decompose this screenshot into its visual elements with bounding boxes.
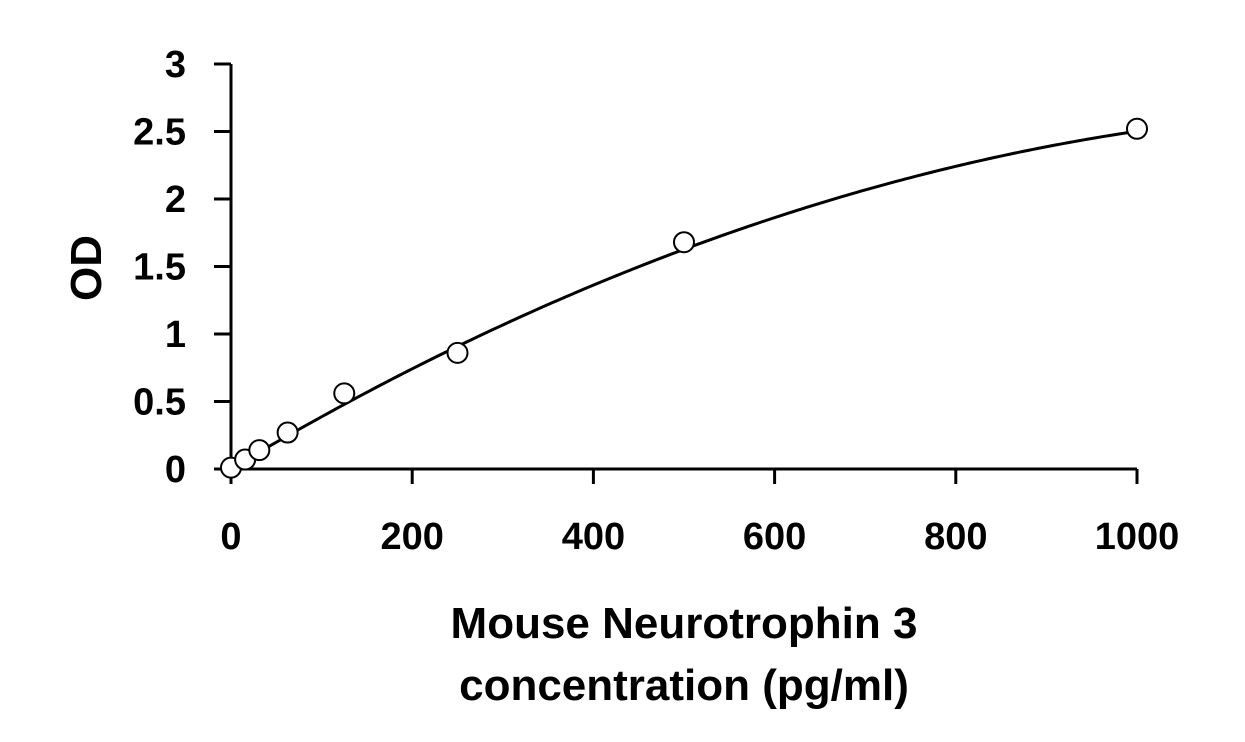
data-point — [1126, 117, 1148, 140]
y-ticks: 0 0.5 1 1.5 2 2.5 3 — [133, 44, 231, 491]
trendline — [230, 129, 1138, 471]
data-point — [248, 439, 271, 462]
y-tick-label: 2.5 — [133, 112, 186, 154]
x-tick-label: 0 — [220, 516, 241, 558]
x-tick-label: 600 — [743, 516, 806, 558]
y-tick-label: 0.5 — [133, 382, 186, 424]
x-axis-title-line-1: Mouse Neurotrophin 3 — [451, 599, 918, 648]
x-tick-label: 400 — [562, 516, 625, 558]
y-tick-label: 2 — [165, 179, 186, 221]
y-tick-label: 0 — [165, 449, 186, 491]
y-axis-title: OD — [62, 235, 111, 301]
data-point — [673, 231, 695, 254]
x-tick-label: 1000 — [1095, 516, 1180, 558]
y-tick-label: 3 — [165, 44, 186, 86]
data-point — [276, 421, 299, 444]
data-point — [446, 341, 469, 364]
y-tick-label: 1.5 — [133, 247, 186, 289]
data-point — [333, 382, 356, 405]
data-points — [220, 117, 1148, 479]
x-tick-label: 800 — [924, 516, 987, 558]
trendline-group — [230, 129, 1138, 471]
axes — [229, 64, 1137, 471]
x-axis-title-line-2: concentration (pg/ml) — [459, 661, 909, 710]
x-ticks: 0 200 400 600 800 1000 — [220, 469, 1179, 558]
y-tick-label: 1 — [165, 314, 186, 356]
x-tick-label: 200 — [380, 516, 443, 558]
